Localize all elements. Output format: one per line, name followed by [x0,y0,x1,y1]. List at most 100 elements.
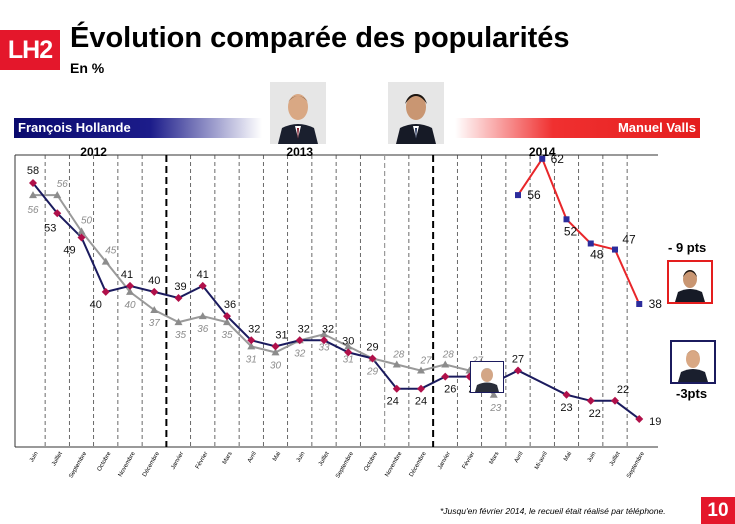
month-tick-label: Mars [489,451,501,466]
hollande-point [271,342,280,351]
mode-change-data-label: 32 [294,348,306,359]
year-label-2012: 2012 [80,145,107,159]
hollande-point [368,354,377,363]
mode-change-data-label: 28 [442,350,455,361]
valls-line [517,156,641,305]
month-tick-label: Avril [247,451,258,464]
hollande-band: François Hollande [14,118,262,138]
hollande-point [320,336,328,345]
mode-change-data-label: 29 [366,366,379,377]
hollande-data-label: 39 [174,281,186,293]
hollande-point [126,281,134,290]
hollande-data-label: 24 [415,396,427,408]
hollande-data-label: 31 [275,329,287,341]
valls-point [515,192,521,199]
mode-change-line [33,194,495,396]
month-tick-label: Février [462,451,477,470]
valls-point [587,240,594,247]
mode-change-data-label: 56 [57,179,69,190]
mode-change-point [344,342,353,350]
page-title: Évolution comparée des popularités [70,22,570,54]
month-tick-label: Juin [29,451,40,464]
month-tick-label: Novembre [384,450,403,478]
mode-change-data-label: 56 [27,205,39,216]
mode-change-data-label: 35 [175,330,187,341]
hollande-point [562,390,571,399]
valls-portrait-icon [388,82,444,144]
mode-change-data-label: 37 [149,318,161,329]
month-tick-label: Septembre [68,450,88,479]
hollande-data-label: 29 [366,341,378,353]
valls-band: Manuel Valls [455,118,700,138]
hollande-band-label: François Hollande [18,120,131,135]
mode-change-data-label: 30 [270,360,282,371]
month-tick-label: Juillet [609,451,622,468]
mode-change-point [53,191,62,199]
hollande-point [198,281,207,290]
month-tick-label: Septembre [626,450,646,479]
hollande-point [223,312,231,321]
hollande-data-label: 58 [27,165,39,177]
month-tick-label: Janvier [437,451,452,471]
footnote: *Jusqu'en février 2014, le recueil était… [440,506,666,516]
hollande-data-label: 32 [298,323,310,335]
month-tick-label: Février [195,451,210,470]
ayrault-thumbnail-icon [470,361,504,393]
mode-change-point [271,348,280,356]
valls-data-label: 47 [622,233,636,247]
hollande-point [635,414,644,423]
mode-change-data-label: 27 [419,356,432,367]
valls-point [563,216,570,223]
page-subtitle: En % [70,60,105,76]
month-tick-label: Janvier [170,451,185,471]
hollande-data-label: 22 [589,408,601,420]
hollande-data-label: 49 [63,244,75,256]
hollande-point [150,287,159,296]
hollande-point [392,384,401,393]
page-number: 10 [701,497,735,524]
mode-change-data-label: 45 [105,246,117,257]
month-tick-label: Octobre [363,450,379,472]
mode-change-data-label: 33 [318,342,330,353]
month-tick-label: Décembre [142,450,161,478]
year-label-2014: 2014 [529,145,556,159]
mode-change-point [29,191,37,199]
valls-data-label: 38 [649,297,663,311]
valls-data-label: 56 [527,188,541,202]
hollande-data-label: 40 [90,299,102,311]
lh2-logo: LH2 [0,30,60,70]
mode-change-point [441,360,450,368]
hollande-data-label: 27 [512,354,524,366]
hollande-data-label: 22 [617,384,629,396]
hollande-point [441,372,450,381]
hollande-point [53,209,62,218]
mode-change-data-label: 23 [489,403,502,414]
mode-change-point [223,318,231,326]
mode-change-point [392,360,401,368]
hollande-point [77,233,86,242]
year-label-2013: 2013 [286,145,313,159]
mode-change-point [101,257,110,265]
valls-point [612,246,618,253]
hollande-thumbnail-icon [670,340,716,384]
hollande-data-label: 26 [444,384,456,396]
valls-point [636,301,643,307]
hollande-point [101,287,110,296]
hollande-data-label: 32 [248,323,260,335]
hollande-data-label: 36 [224,299,236,311]
mode-change-data-label: 36 [197,324,209,335]
month-tick-label: Décembre [409,450,428,478]
hollande-point [514,366,522,375]
hollande-point [611,396,619,405]
mode-change-data-label: 28 [392,350,405,361]
hollande-point [295,336,304,345]
mode-change-point [174,318,183,326]
hollande-data-label: 23 [560,402,572,414]
hollande-data-label: 53 [44,222,56,234]
month-tick-label: Juillet [51,451,64,468]
mode-change-data-label: 40 [124,300,136,311]
hollande-data-label: 32 [322,323,334,335]
mode-change-point [77,227,86,235]
valls-band-label: Manuel Valls [617,120,696,135]
hollande-point [344,348,353,357]
